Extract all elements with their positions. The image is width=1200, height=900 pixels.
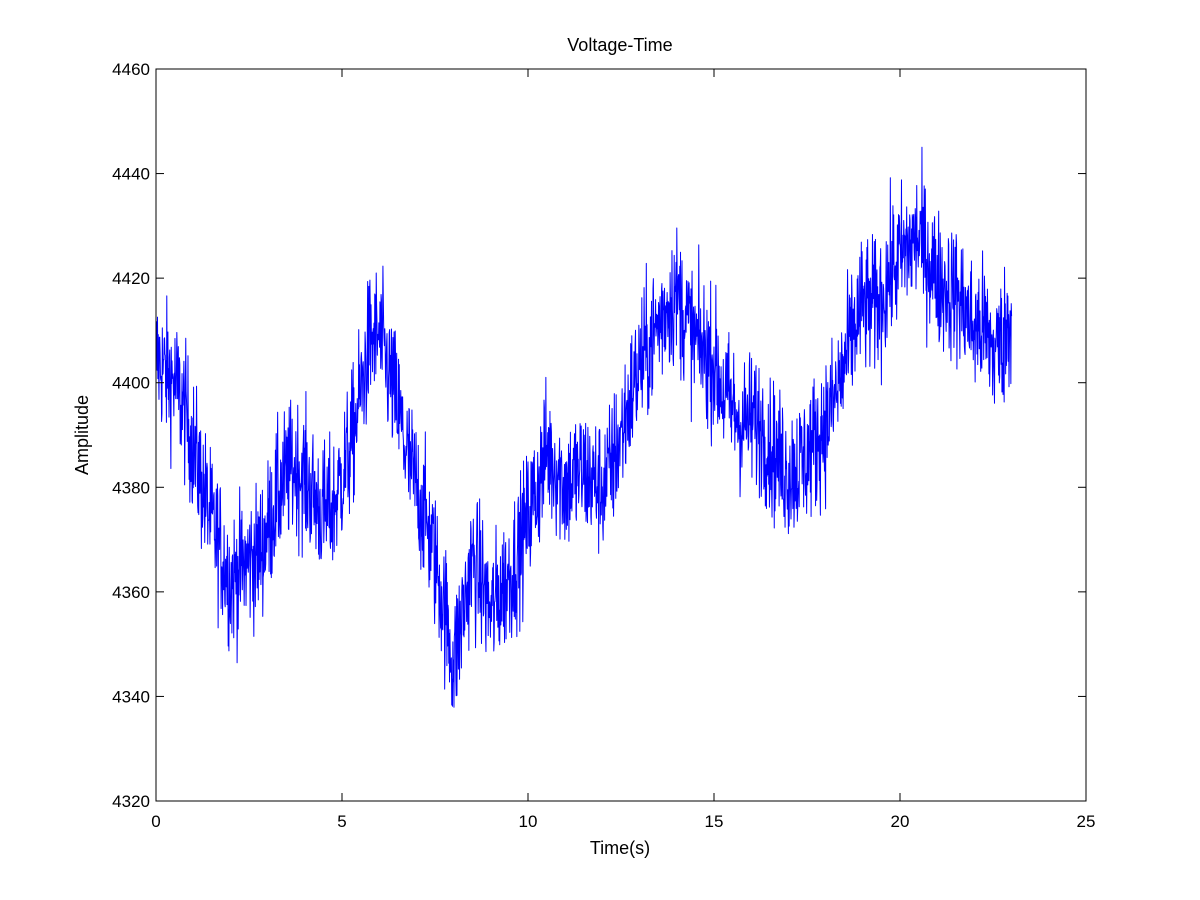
y-axis-ticks: 4320 4340 4360 4380 4400 4420 4440 4460	[112, 60, 1086, 811]
voltage-series-line	[155, 146, 1013, 708]
y-tick-label: 4400	[112, 374, 150, 393]
x-tick-label: 5	[337, 812, 346, 831]
chart-title: Voltage-Time	[567, 35, 672, 55]
x-tick-label: 20	[891, 812, 910, 831]
plot-area: 0 5 10 15 20 25 43204340436043804400442044404…	[112, 60, 1095, 831]
y-tick-label: 4340	[112, 687, 150, 706]
x-axis-ticks: 0 5 10 15 20 25	[151, 69, 1095, 831]
axes-box	[155, 68, 1087, 802]
x-tick-label: 10	[519, 812, 538, 831]
x-tick-label: 25	[1077, 812, 1096, 831]
y-tick-label: 4420	[112, 269, 150, 288]
x-tick-label: 0	[151, 812, 160, 831]
y-tick-label: 4320	[112, 792, 150, 811]
y-axis-label: Amplitude	[72, 395, 92, 475]
y-tick-label: 4360	[112, 583, 150, 602]
signal-layer	[155, 146, 1013, 708]
y-tick-label: 4460	[112, 60, 150, 79]
y-tick-label: 4440	[112, 165, 150, 184]
x-tick-label: 15	[705, 812, 724, 831]
x-axis-label: Time(s)	[590, 838, 650, 858]
y-tick-label: 4380	[112, 478, 150, 497]
